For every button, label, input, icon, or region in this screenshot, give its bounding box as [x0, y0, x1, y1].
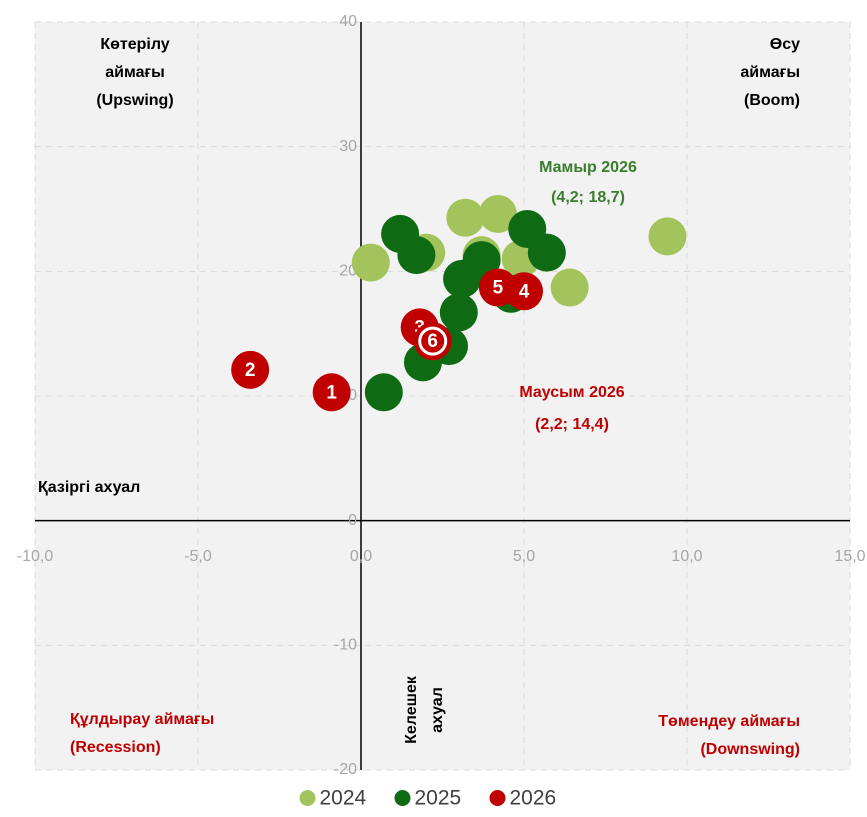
point-label: 6 — [427, 331, 438, 352]
point-label: 5 — [493, 278, 504, 299]
annotation: Маусым 2026 — [519, 384, 624, 401]
annotation: аймағы — [740, 64, 800, 81]
x-tick-label: 0,0 — [350, 548, 372, 565]
annotation: Құлдырау аймағы — [70, 711, 214, 728]
legend-label: 2024 — [320, 787, 367, 810]
annotation: (Recession) — [70, 739, 161, 756]
annotation: Мамыр 2026 — [539, 159, 637, 176]
point — [351, 243, 390, 282]
y-tick-label: -10 — [334, 637, 357, 654]
legend-marker — [489, 790, 506, 806]
legend-label: 2025 — [415, 787, 462, 810]
point — [478, 268, 517, 307]
annotation: (Upswing) — [96, 92, 173, 109]
point-label: 2 — [245, 360, 256, 381]
point — [439, 293, 478, 332]
point-highlight — [418, 326, 448, 356]
annotation: Өсу — [770, 36, 800, 53]
x-tick-label: -10,0 — [17, 548, 54, 565]
legend-marker — [394, 790, 411, 806]
point — [550, 268, 589, 307]
x-tick-label: -5,0 — [184, 548, 212, 565]
y-tick-label: 40 — [339, 13, 357, 30]
point — [397, 236, 436, 275]
point — [364, 373, 403, 412]
point-label: 1 — [326, 382, 337, 403]
point — [312, 373, 351, 412]
y-tick-label: 30 — [339, 138, 357, 155]
annotation: (Downswing) — [700, 741, 800, 758]
y-tick-label: 0 — [348, 512, 357, 529]
legend-label: 2026 — [510, 787, 557, 810]
point — [231, 350, 270, 389]
annotation: аймағы — [105, 64, 165, 81]
x-tick-label: 10,0 — [671, 548, 702, 565]
annotation: (Boom) — [744, 92, 800, 109]
annotation: Келешек — [403, 675, 420, 744]
point — [443, 259, 482, 298]
annotation: (2,2; 14,4) — [535, 416, 609, 433]
point — [527, 233, 566, 272]
annotation: Көтерілу — [100, 36, 169, 53]
annotation: (4,2; 18,7) — [551, 189, 625, 206]
x-tick-label: 15,0 — [834, 548, 865, 565]
point-label: 4 — [519, 281, 530, 302]
annotation: ахуал — [429, 687, 446, 733]
annotation: Қазіргі ахуал — [38, 479, 140, 496]
point — [648, 217, 687, 256]
x-tick-label: 5,0 — [513, 548, 535, 565]
y-tick-label: -20 — [334, 761, 357, 778]
annotation: Төмендеу аймағы — [658, 713, 800, 730]
point — [478, 194, 517, 233]
legend-marker — [299, 790, 316, 806]
point — [446, 198, 485, 237]
